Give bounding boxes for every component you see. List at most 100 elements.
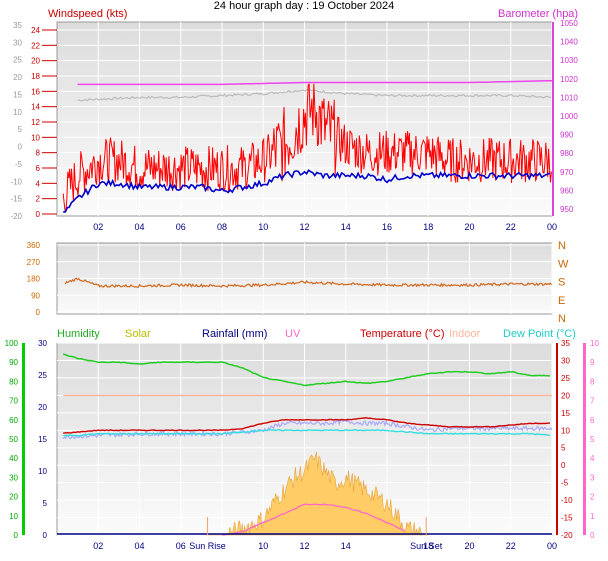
uv-tick: 6 (590, 416, 595, 425)
windspeed-tick: 16 (31, 87, 40, 96)
rainfall-tick: 5 (43, 499, 48, 508)
temperature-tick: -10 (561, 496, 573, 505)
rainfall-tick: 20 (38, 403, 47, 412)
humidity-tick: 70 (9, 397, 18, 406)
barometer-tick: 1000 (560, 112, 578, 121)
x-tick-label: 04 (134, 222, 144, 232)
x-tick-label: 06 (176, 222, 186, 232)
x-tick-label: 14 (341, 541, 351, 551)
uv-tick: 3 (590, 473, 595, 482)
uv-axis-bar (583, 343, 586, 535)
x-tick-label: 10 (258, 541, 268, 551)
uv-tick: 8 (590, 377, 595, 386)
x-tick-label: 04 (134, 541, 144, 551)
uv-tick: 9 (590, 358, 595, 367)
p1-outer-tick: 35 (13, 21, 22, 30)
rainfall-tick: 30 (38, 339, 47, 348)
humidity-tick: 20 (9, 493, 18, 502)
legend-dew-point: Dew Point (°C) (503, 328, 576, 340)
windspeed-tick: 22 (31, 41, 40, 50)
p1-outer-tick: 0 (18, 143, 23, 152)
p1-outer-tick: 30 (13, 38, 22, 47)
rainfall-tick: 15 (38, 435, 47, 444)
windspeed-line (62, 83, 552, 211)
x-tick-label: 18 (423, 541, 433, 551)
solar-area (207, 451, 429, 536)
x-tick-label: 20 (464, 222, 474, 232)
barometer-tick: 1030 (560, 56, 578, 65)
p1-outer-tick: 15 (13, 90, 22, 99)
windspeed-tick: 10 (31, 133, 40, 142)
humidity-tick: 0 (14, 531, 19, 540)
temperature-tick: -5 (561, 479, 569, 488)
chart-title: 24 hour graph day : 19 October 2024 (213, 0, 395, 12)
x-tick-label: 12 (299, 541, 309, 551)
legend-temperature: Temperature (°C) (360, 328, 445, 340)
temperature-tick: 20 (561, 391, 570, 400)
uv-tick: 5 (590, 435, 595, 444)
uv-tick: 1 (590, 512, 595, 521)
windspeed-tick: 20 (31, 57, 40, 66)
x-tick-label: 16 (382, 222, 392, 232)
uv-tick: 2 (590, 493, 595, 502)
x-tick-label: 14 (341, 222, 351, 232)
x-tick-label: 02 (93, 541, 103, 551)
barometer-line (77, 79, 553, 86)
p1-outer-tick: 20 (13, 73, 22, 82)
rainfall-tick: 25 (38, 371, 47, 380)
hum-axis-bar (22, 343, 25, 535)
direction-tick: 0 (36, 308, 41, 317)
dew-point-line (63, 429, 550, 437)
wind-direction-line (64, 277, 553, 289)
rainfall-tick: 0 (43, 531, 48, 540)
windspeed-tick: 0 (36, 210, 41, 219)
temperature-tick: 30 (561, 356, 570, 365)
barometer-tick: 960 (560, 186, 574, 195)
temperature-tick: 0 (561, 461, 566, 470)
barometer-tick: 1040 (560, 38, 578, 47)
humidity-tick: 60 (9, 416, 18, 425)
windspeed-tick: 12 (31, 118, 40, 127)
compass-tick: N (558, 240, 566, 252)
humidity-line (62, 353, 550, 387)
p1-outer-tick: -15 (10, 195, 22, 204)
x-tick-label: 06 (176, 541, 186, 551)
windspeed-tick: 6 (36, 164, 41, 173)
humidity-tick: 90 (9, 358, 18, 367)
sunrise-label: Sun Rise (189, 541, 226, 551)
humidity-tick: 10 (9, 512, 18, 521)
windspeed-tick: 18 (31, 72, 40, 81)
compass-tick: E (558, 295, 565, 307)
windspeed-tick: 24 (31, 26, 40, 35)
windspeed-tick: 8 (36, 149, 41, 158)
temperature-tick: 15 (561, 409, 570, 418)
legend-indoor: Indoor (449, 328, 481, 340)
barometer-tick: 1050 (560, 19, 578, 28)
p1-outer-tick: -5 (15, 160, 23, 169)
x-tick-label: 18 (423, 222, 433, 232)
sunset-label: Sun Set (410, 541, 443, 551)
barometer-tick: 950 (560, 205, 574, 214)
uv-line (222, 503, 405, 536)
average-wind-line (63, 169, 551, 213)
barometer-tick: 970 (560, 168, 574, 177)
temperature-tick: 35 (561, 339, 570, 348)
legend-solar: Solar (125, 328, 151, 340)
p1-outer-tick: -10 (10, 177, 22, 186)
humidity-tick: 40 (9, 454, 18, 463)
humidity-tick: 30 (9, 473, 18, 482)
humidity-tick: 50 (9, 435, 18, 444)
barometer-tick: 990 (560, 131, 574, 140)
x-tick-label: 22 (506, 541, 516, 551)
legend-uv: UV (285, 328, 301, 340)
x-tick-label: 00 (547, 541, 557, 551)
x-tick-label: 00 (547, 222, 557, 232)
barometer-tick: 1020 (560, 75, 578, 84)
barometer-label: Barometer (hpa) (498, 8, 579, 20)
uv-tick: 4 (590, 454, 595, 463)
uv-tick: 10 (590, 339, 599, 348)
x-tick-label: 12 (299, 222, 309, 232)
p1-outer-tick: 10 (13, 108, 22, 117)
p1-outer-tick: 5 (18, 125, 23, 134)
